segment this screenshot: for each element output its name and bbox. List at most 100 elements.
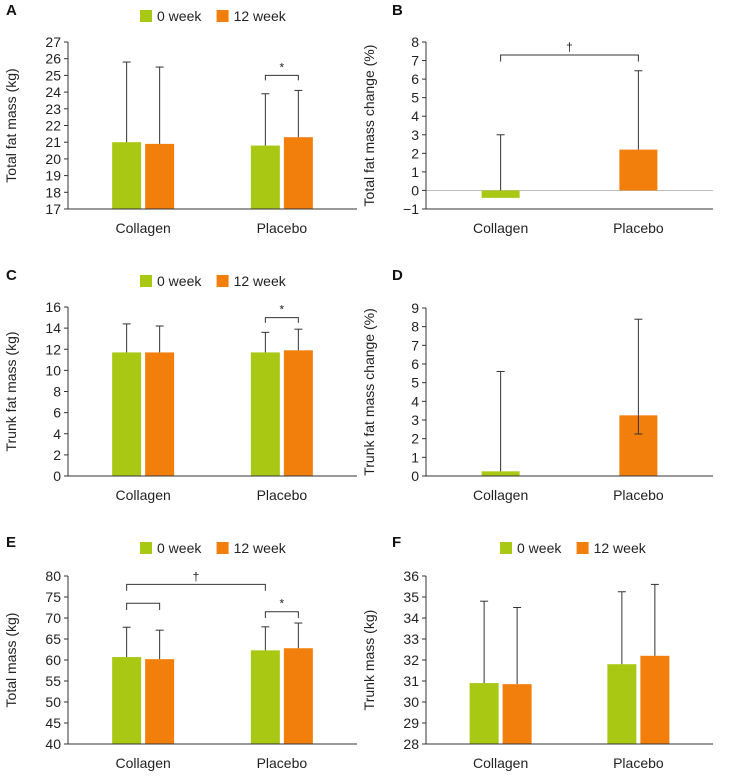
y-tick-label: 2: [411, 431, 419, 447]
y-tick-label: 9: [411, 300, 419, 316]
legend-label: 12 week: [234, 540, 287, 556]
legend-swatch: [216, 275, 229, 287]
y-tick-label: 24: [45, 84, 61, 100]
y-tick-label: 60: [45, 652, 61, 668]
y-tick-label: 6: [53, 405, 61, 421]
bar-collagen-12-week: [145, 143, 175, 209]
panel-c: C Trunk fat mass (kg) 0 2 4 6 8 10 12 14 16 Collage…: [3, 267, 357, 503]
panel-label: A: [6, 2, 17, 19]
y-tick-label: 75: [45, 589, 61, 605]
panel-f: F Trunk mass (kg) 28 29 30 31 32 33 34 35 36 Collag…: [361, 534, 713, 771]
y-tick-label: 33: [403, 631, 419, 647]
y-axis-label: Total fat mass (kg): [3, 68, 19, 182]
bar-collagen-0-week: [112, 142, 142, 209]
y-tick-label: 55: [45, 673, 61, 689]
significance-bracket: [264, 74, 299, 81]
y-tick-label: 30: [403, 694, 419, 710]
legend-swatch: [216, 10, 229, 22]
y-tick-label: 0: [53, 468, 61, 484]
panel-label: B: [392, 2, 403, 19]
panel-a: A Total fat mass (kg) 17181920212223242526…: [3, 2, 357, 236]
bar-placebo-12-week: [283, 137, 313, 209]
y-tick-label: 2: [53, 447, 61, 463]
panel-b: B Total fat mass change (%) −1 0 1 2 3 4 5 6 7 8 Col…: [361, 2, 713, 236]
panel-d: D Trunk fat mass change (%) 0 1 2 3 4 5 6 7 8 9 Coll…: [361, 267, 713, 503]
y-tick-label: 50: [45, 694, 61, 710]
bar-placebo-0-week: [607, 664, 637, 744]
legend-swatch: [140, 275, 152, 287]
y-tick-label: 3: [411, 412, 419, 428]
y-tick-label: 6: [411, 71, 419, 87]
legend-swatch: [576, 542, 589, 554]
legend-swatch: [140, 542, 152, 554]
y-tick-label: 25: [45, 67, 61, 83]
x-tick-label-placebo: Placebo: [613, 220, 664, 236]
y-tick-label: 18: [45, 184, 61, 200]
bar-placebo-0-week: [250, 650, 280, 744]
y-axis-label: Total mass (kg): [3, 613, 19, 708]
y-tick-label: 32: [403, 652, 419, 668]
y-tick-label: 12: [45, 341, 61, 357]
significance-marker: *: [280, 60, 285, 74]
bar-placebo-12-week: [283, 350, 313, 476]
panel-label: C: [6, 267, 17, 284]
bar-collagen-0-week: [112, 352, 142, 476]
y-tick-label: 14: [45, 320, 61, 336]
y-tick-label: 4: [411, 393, 419, 409]
bar-collagen-12-week: [502, 684, 532, 744]
legend-swatch: [500, 542, 512, 554]
bar-placebo-12-week: [640, 655, 670, 744]
y-tick-label: 34: [403, 610, 419, 626]
y-tick-label: 10: [45, 362, 61, 378]
y-tick-label: 36: [403, 568, 419, 584]
bar-placebo-0-week: [250, 145, 280, 209]
y-tick-label: 70: [45, 610, 61, 626]
significance-bracket: [500, 54, 639, 62]
bar-collagen-change: [481, 190, 520, 198]
legend-label: 12 week: [234, 8, 287, 24]
y-tick-label: 3: [411, 127, 419, 143]
y-tick-label: 29: [403, 715, 419, 731]
x-tick-label-collagen: Collagen: [473, 487, 528, 503]
bar-collagen-12-week: [145, 659, 175, 744]
y-tick-label: 4: [411, 108, 419, 124]
x-tick-label-placebo: Placebo: [257, 220, 308, 236]
y-axis-label: Trunk mass (kg): [361, 610, 377, 711]
y-tick-label: 22: [45, 118, 61, 134]
panel-e: E Total mass (kg) 40 45 50 55 60 65 70 75 80 Collag…: [3, 534, 357, 771]
panel-label: E: [6, 534, 16, 551]
y-tick-label: 20: [45, 151, 61, 167]
y-tick-label: 7: [411, 53, 419, 69]
y-tick-label: 35: [403, 589, 419, 605]
legend-label: 12 week: [234, 273, 287, 289]
y-tick-label: 21: [45, 134, 61, 150]
x-tick-label-placebo: Placebo: [613, 487, 664, 503]
y-tick-label: 65: [45, 631, 61, 647]
y-tick-label: 19: [45, 168, 61, 184]
y-tick-label: 23: [45, 101, 61, 117]
panel-label: F: [392, 534, 401, 551]
legend-label: 0 week: [157, 273, 202, 289]
y-tick-label: 5: [411, 375, 419, 391]
significance-bracket: [264, 611, 299, 618]
x-tick-label-collagen: Collagen: [116, 755, 171, 771]
x-tick-label-collagen: Collagen: [116, 487, 171, 503]
significance-marker: †: [566, 40, 573, 54]
y-tick-label: 0: [411, 182, 419, 198]
x-tick-label-placebo: Placebo: [613, 755, 664, 771]
y-axis-label: Trunk fat mass change (%): [361, 308, 377, 476]
y-tick-label: 26: [45, 51, 61, 67]
y-tick-label: 31: [403, 673, 419, 689]
y-tick-label: 4: [53, 426, 61, 442]
y-tick-label: 5: [411, 90, 419, 106]
bar-placebo-0-week: [250, 352, 280, 476]
y-tick-label: 0: [411, 468, 419, 484]
panel-label: D: [392, 267, 403, 284]
y-tick-label: 8: [411, 319, 419, 335]
legend-label: 0 week: [157, 540, 202, 556]
y-tick-label: 7: [411, 337, 419, 353]
bar-collagen-12-week: [145, 352, 175, 476]
legend-label: 0 week: [517, 540, 562, 556]
y-tick-label: 27: [45, 34, 61, 50]
